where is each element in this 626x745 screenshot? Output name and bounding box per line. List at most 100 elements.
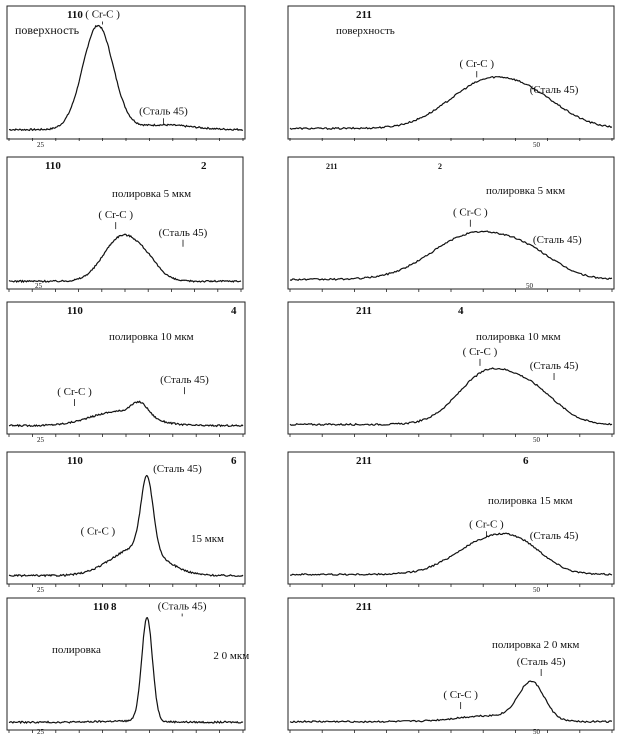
panel-8: ( Cr-C ) (Сталь 45) 211 6 полировка 15 мк… [287, 451, 615, 594]
panel-title: полировка 10 мкм [476, 331, 561, 343]
annotations: ( Cr-C ) (Сталь 45) [459, 58, 578, 96]
peak-annotation: ( Cr-C ) [469, 518, 504, 530]
panel-7: ( Cr-C ) (Сталь 45) 110 6 15 мкм 25 [6, 451, 246, 594]
panel-9: (Сталь 45) 2 0 мкм 110 8 полировка 25 [6, 597, 249, 736]
panel-title: полировка 2 0 мкм [492, 639, 579, 651]
peak-annotation: ( Cr-C ) [453, 207, 488, 219]
peak-annotation: (Сталь 45) [158, 601, 207, 613]
x-tick-label: 50 [526, 282, 534, 290]
peak-annotation: (Сталь 45) [530, 84, 579, 96]
diffraction-curve [289, 680, 613, 724]
annotations: ( Cr-C ) (Сталь 45) [85, 9, 188, 124]
x-tick-label: 25 [37, 436, 45, 444]
annotations: (Сталь 45) 2 0 мкм [158, 601, 249, 663]
peak-annotation: ( Cr-C ) [443, 689, 478, 701]
x-axis-ticks [289, 434, 613, 437]
panel-10: ( Cr-C ) (Сталь 45) 211 полировка 2 0 мкм… [287, 597, 615, 736]
diffraction-curve [8, 474, 244, 578]
peak-annotation: ( Cr-C ) [459, 58, 494, 70]
diffraction-curve [8, 24, 244, 132]
sample-number: 6 [523, 455, 529, 467]
panel-title: поверхность [15, 23, 80, 37]
panel-title: полировка 15 мкм [488, 495, 573, 507]
peak-annotation: (Сталь 45) [533, 234, 582, 246]
diffraction-curve [8, 616, 244, 725]
sample-number: 6 [231, 455, 237, 467]
peak-label: 211 [356, 455, 372, 467]
peak-annotation: 2 0 мкм [213, 650, 249, 662]
peak-label: 211 [356, 305, 372, 317]
panel-1: ( Cr-C ) (Сталь 45) 110 поверхность 25 [6, 5, 246, 149]
panel-frame [287, 156, 615, 290]
x-tick-label: 25 [35, 282, 43, 290]
sample-number: 4 [231, 305, 237, 317]
x-axis-ticks [8, 289, 242, 292]
panel-title: полировка [52, 644, 101, 656]
panel-title: поверхность [336, 25, 395, 37]
diffraction-curve [289, 532, 613, 576]
x-axis-ticks [289, 730, 613, 733]
x-axis-ticks [8, 138, 244, 141]
panel-frame [6, 301, 246, 435]
panel-title: 15 мкм [191, 533, 224, 545]
peak-annotation: ( Cr-C ) [463, 346, 498, 358]
peak-annotation: ( Cr-C ) [81, 525, 116, 537]
peak-label: 110 [67, 455, 83, 467]
sample-number: 2 [201, 160, 207, 172]
x-tick-label: 25 [37, 586, 45, 594]
panel-frame [6, 451, 246, 585]
peak-label: 110 [67, 9, 83, 21]
peak-annotation: ( Cr-C ) [57, 386, 92, 398]
peak-label: 110 [67, 305, 83, 317]
sample-number: 2 [438, 162, 442, 171]
panel-frame [6, 597, 246, 731]
peak-label: 110 [45, 160, 61, 172]
annotations: ( Cr-C ) (Сталь 45) [443, 656, 566, 710]
x-tick-label: 25 [37, 728, 45, 736]
peak-annotation: (Сталь 45) [530, 530, 579, 542]
peak-annotation: (Сталь 45) [530, 360, 579, 372]
x-tick-label: 50 [533, 728, 541, 736]
diffraction-curve [289, 230, 613, 282]
annotations: ( Cr-C ) (Сталь 45) [469, 518, 579, 542]
x-tick-label: 50 [533, 141, 541, 149]
peak-annotation: (Сталь 45) [159, 227, 208, 239]
x-axis-ticks [8, 730, 244, 733]
x-axis-ticks [289, 289, 613, 292]
x-axis-ticks [289, 584, 613, 587]
x-axis-ticks [8, 584, 244, 587]
diffraction-curve [289, 367, 613, 426]
peak-label: 211 [326, 162, 338, 171]
sample-number: 4 [458, 305, 464, 317]
x-tick-label: 50 [533, 436, 541, 444]
peak-label: 211 [356, 9, 372, 21]
diffraction-curve [8, 400, 244, 428]
x-tick-label: 25 [37, 141, 45, 149]
panel-3: ( Cr-C ) (Сталь 45) 110 2 полировка 5 мкм… [6, 156, 244, 292]
panel-5: ( Cr-C ) (Сталь 45) 110 4 полировка 10 мк… [6, 301, 246, 444]
annotations: ( Cr-C ) (Сталь 45) [81, 463, 203, 538]
peak-annotation: (Сталь 45) [160, 374, 209, 386]
panel-6: ( Cr-C ) (Сталь 45) 211 4 полировка 10 мк… [287, 301, 615, 444]
annotations: ( Cr-C ) (Сталь 45) [98, 209, 208, 247]
peak-label: 211 [356, 601, 372, 613]
panel-frame [6, 156, 244, 290]
peak-annotation: (Сталь 45) [517, 656, 566, 668]
annotations: ( Cr-C ) (Сталь 45) [453, 207, 582, 246]
peak-annotation: (Сталь 45) [153, 463, 202, 475]
panel-frame [287, 451, 615, 585]
peak-label: 110 [93, 601, 109, 613]
panel-4: ( Cr-C ) (Сталь 45) 211 2 полировка 5 мкм… [287, 156, 615, 292]
peak-annotation: ( Cr-C ) [85, 9, 120, 21]
panel-title: полировка 10 мкм [109, 331, 194, 343]
x-axis-ticks [8, 434, 244, 437]
diffraction-curve [8, 233, 242, 284]
annotations: ( Cr-C ) (Сталь 45) [463, 346, 579, 380]
panel-2: ( Cr-C ) (Сталь 45) 211 поверхность 50 [287, 5, 615, 149]
x-tick-label: 50 [533, 586, 541, 594]
panel-title: полировка 5 мкм [486, 185, 565, 197]
peak-annotation: ( Cr-C ) [98, 209, 133, 221]
x-axis-ticks [289, 138, 613, 141]
peak-annotation: (Сталь 45) [139, 105, 188, 117]
